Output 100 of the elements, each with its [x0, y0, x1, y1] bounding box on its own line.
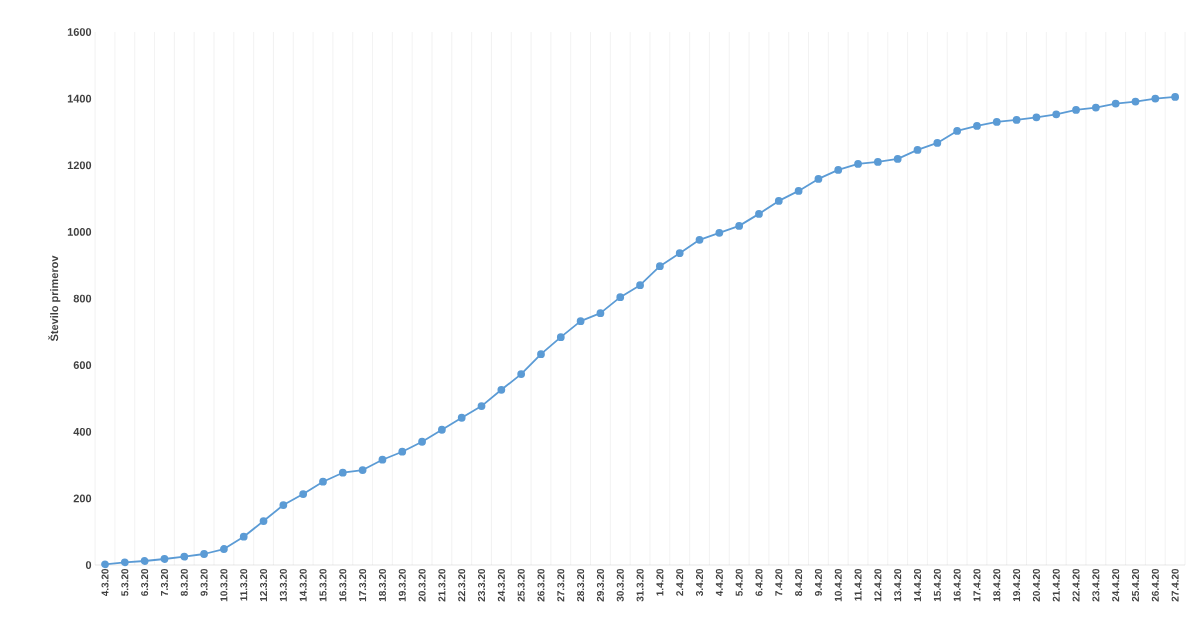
x-tick-label: 9.3.20 [200, 568, 208, 596]
x-tick-label: 17.4.20 [973, 568, 981, 602]
x-tick-label: 8.3.20 [180, 568, 188, 596]
point [239, 532, 248, 541]
x-tick-label: 15.3.20 [319, 568, 327, 602]
x-tick-label: 7.3.20 [160, 568, 168, 596]
point [259, 517, 268, 525]
point [1052, 110, 1061, 119]
x-tick-label: 12.3.20 [260, 568, 268, 602]
y-tick-label: 200 [73, 494, 92, 503]
point [358, 466, 367, 474]
x-tick-label: 5.3.20 [121, 568, 129, 596]
x-tick-label: 29.3.20 [596, 568, 604, 602]
x-tick-label: 17.3.20 [359, 568, 367, 602]
point [497, 385, 506, 394]
y-tick-label: 1600 [67, 28, 92, 36]
point [576, 317, 585, 326]
point [279, 501, 288, 509]
point [1012, 116, 1021, 124]
y-tick-label: 1000 [67, 228, 92, 236]
x-tick-label: 6.4.20 [755, 568, 763, 596]
point [854, 160, 862, 168]
point [378, 455, 387, 464]
point [616, 293, 625, 302]
point [834, 166, 843, 174]
point [319, 477, 327, 486]
point [101, 560, 109, 569]
x-tick-label: 25.3.20 [517, 568, 525, 602]
x-tick-label: 5.4.20 [735, 568, 743, 596]
point [140, 557, 149, 565]
point [913, 146, 922, 154]
point [794, 187, 803, 195]
x-tick-label: 20.4.20 [1032, 568, 1040, 602]
point [933, 139, 942, 147]
x-tick-label: 18.3.20 [378, 568, 386, 602]
x-tick-label: 3.4.20 [695, 568, 704, 596]
point [398, 447, 407, 456]
x-tick-label: 24.3.20 [497, 568, 505, 602]
x-tick-label: 16.3.20 [339, 568, 347, 602]
point [735, 221, 744, 230]
x-tick-label: 30.3.20 [616, 568, 624, 602]
x-tick-label: 11.4.20 [854, 568, 862, 601]
x-tick-label: 22.4.20 [1072, 568, 1080, 602]
y-tick-label: 400 [73, 427, 92, 436]
point [418, 437, 426, 446]
x-tick-label: 24.4.20 [1112, 568, 1120, 602]
x-tick-label: 20.3.20 [418, 568, 426, 602]
point [220, 545, 228, 553]
x-tick-label: 21.4.20 [1052, 568, 1060, 602]
x-tick-label: 21.3.20 [438, 568, 446, 602]
x-tick-label: 4.3.20 [101, 568, 109, 597]
y-tick-label: 1200 [67, 161, 92, 170]
y-tick-label: 600 [73, 361, 92, 369]
point [457, 413, 466, 422]
x-tick-label: 22.3.20 [458, 568, 466, 602]
point [1091, 103, 1100, 112]
point [1151, 94, 1160, 103]
x-tick-label: 27.3.20 [557, 568, 565, 602]
x-tick-label: 10.4.20 [834, 568, 842, 602]
x-tick-label: 7.4.20 [775, 568, 783, 596]
x-tick-label: 4.4.20 [715, 568, 723, 597]
point [1171, 93, 1180, 101]
x-tick-label: 25.4.20 [1131, 568, 1140, 602]
point [556, 333, 565, 342]
x-tick-label: 8.4.20 [795, 568, 803, 596]
x-tick-label: 28.3.20 [577, 568, 585, 602]
x-tick-label: 12.4.20 [874, 568, 882, 602]
x-tick-label: 6.3.20 [141, 568, 149, 596]
x-tick-label: 9.4.20 [814, 568, 822, 596]
point [477, 402, 486, 410]
point [1032, 113, 1041, 122]
x-tick-label: 26.4.20 [1151, 568, 1159, 602]
point [299, 490, 308, 498]
point [338, 468, 347, 477]
point [755, 209, 763, 218]
y-tick-label: 800 [73, 294, 92, 303]
point [517, 370, 526, 379]
point [873, 158, 882, 166]
point [596, 309, 605, 318]
x-tick-label: 23.4.20 [1092, 568, 1100, 602]
point [438, 425, 446, 434]
point [715, 228, 724, 237]
x-tick-label: 18.4.20 [993, 568, 1001, 602]
point [655, 262, 664, 271]
x-tick-label: 13.4.20 [894, 568, 902, 602]
x-tick-label: 15.4.20 [933, 568, 941, 602]
point [1072, 106, 1080, 114]
point [200, 550, 208, 558]
point [992, 118, 1001, 126]
point [973, 122, 981, 130]
point [675, 249, 684, 258]
point [695, 235, 704, 244]
x-tick-label: 23.3.20 [478, 568, 486, 602]
point [636, 281, 644, 290]
point [160, 555, 169, 563]
x-tick-label: 26.3.20 [537, 568, 545, 602]
y-tick-label: 1400 [67, 94, 92, 103]
point [953, 127, 962, 135]
x-tick-label: 11.3.20 [240, 568, 248, 601]
point [774, 197, 783, 205]
